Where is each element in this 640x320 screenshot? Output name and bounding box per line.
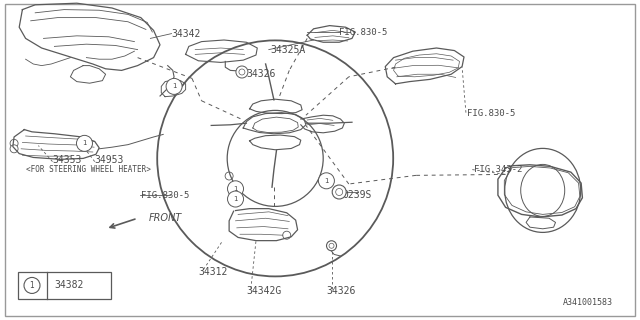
Text: 34353: 34353	[52, 155, 82, 165]
Text: 34953: 34953	[95, 155, 124, 165]
Text: 1: 1	[82, 140, 87, 146]
Ellipse shape	[236, 66, 248, 78]
Text: 1: 1	[324, 178, 329, 184]
Text: 1: 1	[233, 186, 238, 192]
Ellipse shape	[332, 185, 346, 199]
Ellipse shape	[228, 191, 243, 207]
Text: A341001583: A341001583	[563, 298, 613, 307]
Ellipse shape	[225, 172, 233, 180]
Ellipse shape	[319, 173, 334, 189]
Ellipse shape	[24, 277, 40, 293]
Text: 0239S: 0239S	[342, 190, 372, 200]
Text: 34382: 34382	[54, 280, 84, 291]
Text: 1: 1	[172, 84, 177, 89]
Ellipse shape	[283, 231, 291, 239]
Text: FIG.830-5: FIG.830-5	[339, 28, 388, 36]
Text: 1: 1	[233, 196, 238, 202]
Text: FIG.830-5: FIG.830-5	[141, 191, 189, 200]
Text: <FOR STEERING WHEEL HEATER>: <FOR STEERING WHEEL HEATER>	[26, 165, 150, 174]
Text: 34326: 34326	[326, 285, 356, 296]
Text: 34325A: 34325A	[270, 44, 305, 55]
Ellipse shape	[10, 140, 18, 147]
Ellipse shape	[10, 145, 18, 153]
Ellipse shape	[228, 181, 243, 197]
Text: 34342: 34342	[172, 28, 201, 39]
Text: 34312: 34312	[198, 267, 228, 277]
Text: 1: 1	[29, 281, 35, 290]
Ellipse shape	[166, 78, 182, 94]
Text: FIG.830-5: FIG.830-5	[467, 109, 516, 118]
Text: FIG.343-2: FIG.343-2	[474, 165, 522, 174]
Text: FRONT: FRONT	[148, 213, 182, 223]
Ellipse shape	[326, 241, 337, 251]
Ellipse shape	[77, 135, 93, 151]
Text: 34326: 34326	[246, 68, 276, 79]
Text: 34342G: 34342G	[246, 285, 282, 296]
